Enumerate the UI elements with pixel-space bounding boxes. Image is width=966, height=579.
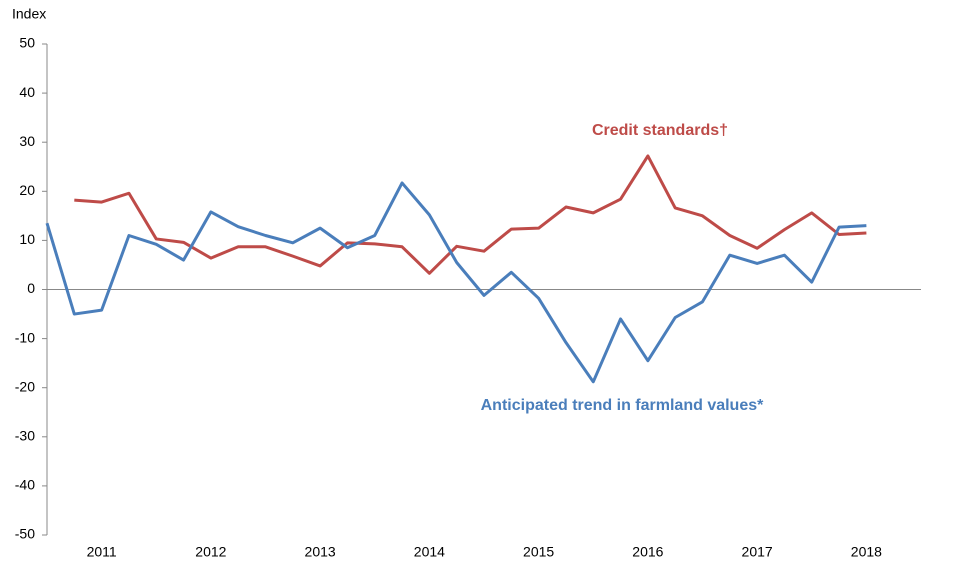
y-tick-label: -10 bbox=[15, 329, 35, 345]
y-tick-label: -50 bbox=[15, 526, 35, 542]
series-line bbox=[74, 154, 867, 275]
y-tick-label: -40 bbox=[15, 477, 35, 493]
x-tick-label: 2012 bbox=[195, 544, 226, 560]
x-tick-label: 2011 bbox=[87, 544, 117, 560]
y-tick-label: 50 bbox=[19, 35, 35, 51]
x-tick-label: 2017 bbox=[742, 544, 773, 560]
x-tick-label: 2018 bbox=[851, 544, 882, 560]
y-tick-label: 30 bbox=[19, 133, 35, 149]
y-tick-label: -30 bbox=[15, 428, 35, 444]
x-tick-label: 2016 bbox=[632, 544, 663, 560]
y-tick-label: 40 bbox=[19, 84, 35, 100]
y-tick-label: 10 bbox=[19, 231, 35, 247]
x-tick-label: 2013 bbox=[305, 544, 336, 560]
series-label: Anticipated trend in farmland values* bbox=[481, 397, 765, 414]
y-tick-label: 0 bbox=[27, 280, 35, 296]
series-label: Credit standards† bbox=[592, 122, 728, 139]
y-tick-label: -20 bbox=[15, 378, 35, 394]
x-tick-label: 2014 bbox=[414, 544, 445, 560]
x-tick-label: 2015 bbox=[523, 544, 554, 560]
y-tick-label: 20 bbox=[19, 182, 35, 198]
series-line bbox=[45, 181, 867, 384]
y-axis-label: Index bbox=[12, 6, 46, 22]
